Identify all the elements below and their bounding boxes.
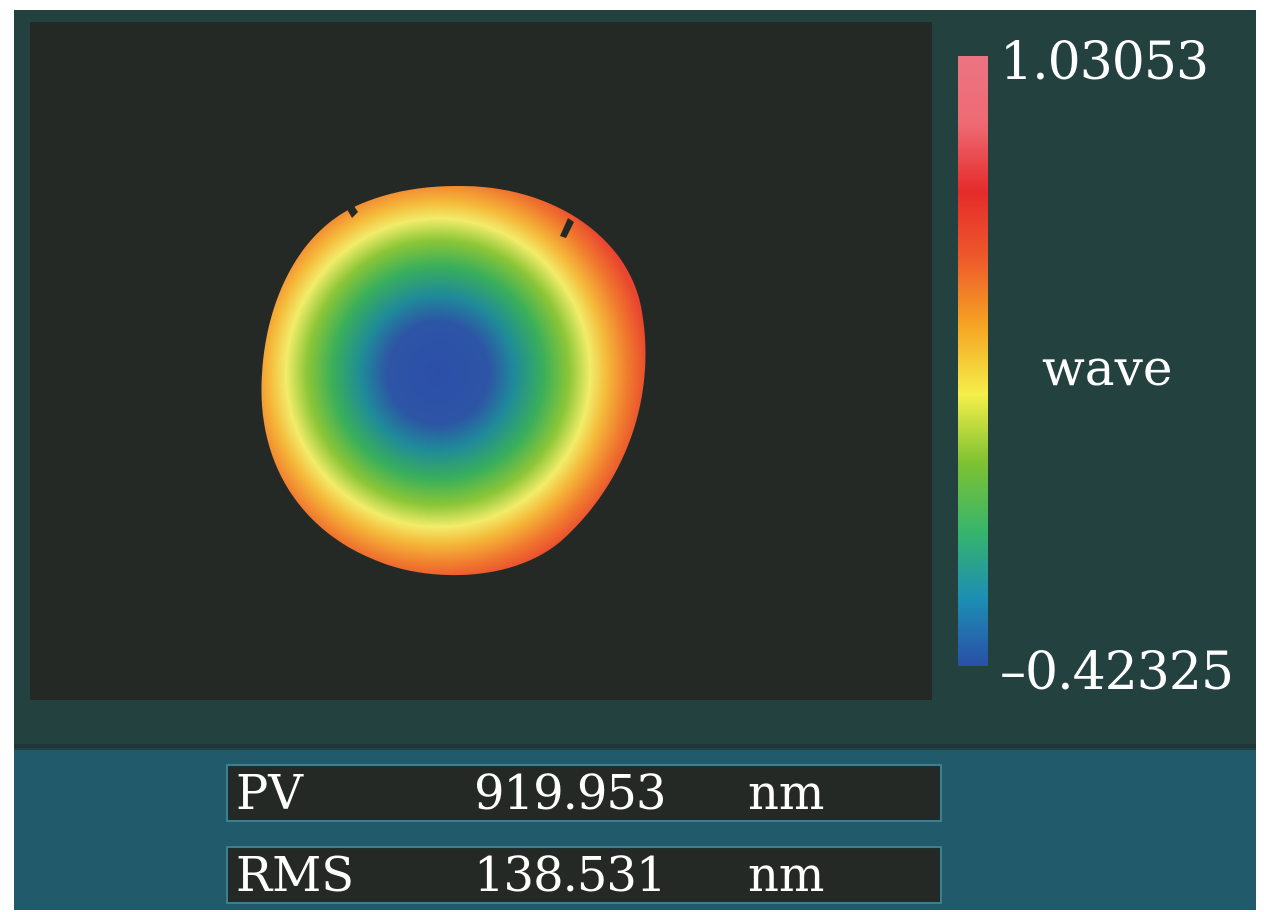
rms-value: 138.531 (474, 847, 666, 903)
wavefront-map (261, 185, 646, 576)
pv-unit: nm (748, 765, 825, 821)
colorbar-unit-label: wave (1042, 339, 1173, 397)
edge-notch-left (344, 200, 358, 218)
rms-label: RMS (236, 847, 355, 903)
divider (14, 744, 1256, 748)
pv-label: PV (236, 765, 303, 821)
pv-readout: PV 919.953 nm (226, 764, 942, 822)
stats-panel: PV 919.953 nm RMS 138.531 nm (14, 750, 1256, 910)
colorbar-min-label: –0.42325 (1000, 642, 1234, 702)
rms-readout: RMS 138.531 nm (226, 846, 942, 904)
colorbar-max-label: 1.03053 (1000, 32, 1209, 92)
interferometer-window: 1.03053 wave –0.42325 PV 919.953 nm RMS … (14, 10, 1256, 910)
rms-unit: nm (748, 847, 825, 903)
colorbar (958, 56, 988, 666)
pv-value: 919.953 (474, 765, 666, 821)
wavefront-disk (261, 185, 646, 576)
wavefront-map-area (30, 22, 932, 700)
edge-notch-right (560, 218, 574, 238)
